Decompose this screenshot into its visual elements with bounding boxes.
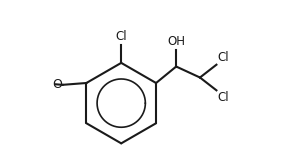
- Text: Cl: Cl: [217, 91, 229, 104]
- Text: O: O: [52, 78, 62, 91]
- Text: OH: OH: [167, 35, 185, 48]
- Text: Cl: Cl: [217, 51, 229, 64]
- Text: Cl: Cl: [115, 30, 127, 43]
